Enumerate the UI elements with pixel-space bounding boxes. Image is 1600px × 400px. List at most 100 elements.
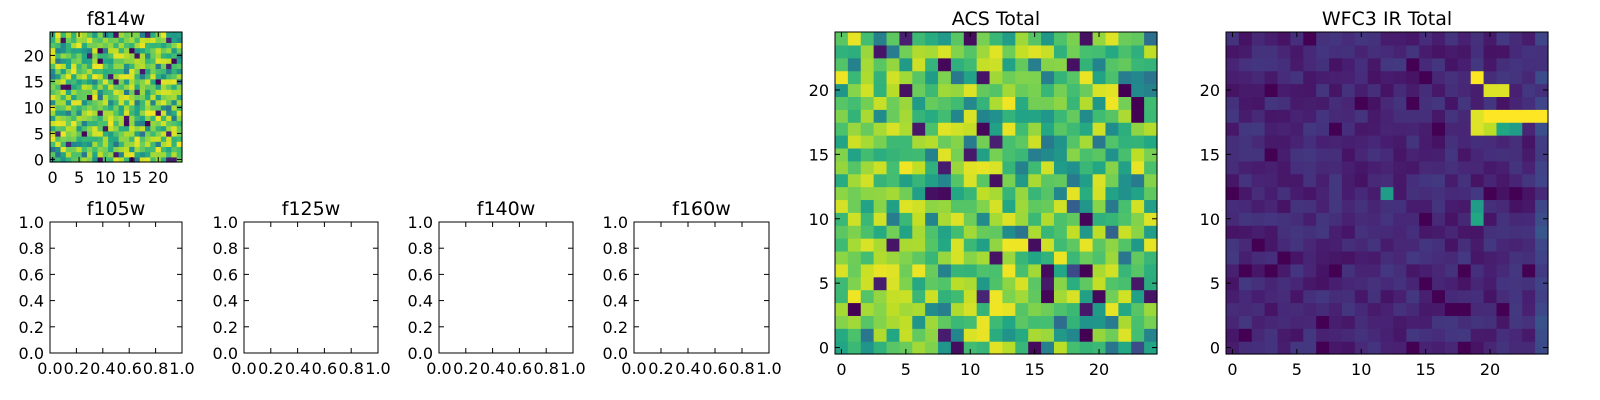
heatmap-cell	[1303, 212, 1317, 226]
heatmap-cell	[1432, 315, 1446, 329]
heatmap-cell	[950, 147, 965, 162]
heatmap-cell	[97, 146, 104, 153]
heatmap-cell	[81, 156, 88, 163]
heatmap-cell	[1144, 225, 1158, 239]
heatmap-cell	[886, 212, 900, 226]
heatmap-cell	[1367, 315, 1382, 329]
heatmap-cell	[129, 47, 136, 54]
heatmap-cell	[1290, 276, 1304, 291]
heatmap-cell	[1329, 225, 1343, 239]
heatmap-cell	[71, 146, 77, 153]
heatmap-cell	[92, 146, 99, 153]
heatmap-cell	[65, 136, 72, 142]
heatmap-cell	[123, 151, 130, 158]
heatmap-cell	[1509, 32, 1523, 46]
heatmap-cell	[1041, 315, 1055, 329]
heatmap-cell	[155, 110, 162, 116]
heatmap-cell	[1251, 315, 1266, 329]
heatmap-cell	[171, 58, 178, 64]
heatmap-cell	[847, 109, 862, 123]
heatmap-cell	[938, 225, 952, 239]
heatmap-cell	[1277, 109, 1291, 123]
heatmap-cell	[71, 99, 77, 106]
heatmap-cell	[145, 110, 151, 116]
heatmap-cell	[963, 44, 978, 59]
heatmap-cell	[847, 173, 862, 188]
heatmap-cell	[1066, 70, 1081, 85]
heatmap-cell	[1226, 147, 1240, 162]
heatmap-cell	[1066, 96, 1081, 110]
heatmap-cell	[1251, 263, 1266, 278]
heatmap-cell	[860, 122, 875, 136]
heatmap-cell	[1406, 250, 1420, 265]
heatmap-cell	[1264, 122, 1279, 136]
heatmap-cell	[123, 104, 130, 111]
y-tick-label: 0.0	[19, 344, 44, 363]
heatmap-cell	[1028, 135, 1042, 149]
heatmap-cell	[139, 94, 146, 101]
heatmap-cell	[1316, 186, 1330, 201]
heatmap-cell	[1290, 147, 1304, 162]
heatmap-cell	[1226, 186, 1240, 201]
heatmap-cell	[86, 58, 93, 64]
heatmap-cell	[963, 289, 978, 304]
heatmap-cell	[1483, 44, 1498, 59]
heatmap-cell	[1015, 315, 1029, 329]
heatmap-cell	[873, 263, 888, 278]
heatmap-cell	[1053, 109, 1068, 123]
heatmap-cell	[1226, 238, 1240, 252]
heatmap-cell	[912, 135, 926, 149]
heatmap-cell	[925, 186, 939, 201]
heatmap-cell	[1079, 57, 1094, 72]
heatmap-cell	[950, 122, 965, 136]
heatmap-cell	[1105, 186, 1119, 201]
heatmap-cell	[1015, 212, 1029, 226]
heatmap-cell	[1251, 109, 1266, 123]
heatmap-cell	[1277, 44, 1291, 59]
heatmap-cell	[1329, 70, 1343, 85]
heatmap-cell	[166, 47, 173, 54]
heatmap-cell	[1015, 341, 1029, 355]
heatmap-cell	[1419, 289, 1433, 304]
heatmap-cell	[976, 225, 991, 239]
heatmap-cell	[1509, 225, 1523, 239]
heatmap-cell	[1226, 276, 1240, 291]
heatmap-cell	[76, 68, 83, 75]
heatmap-cell	[65, 120, 72, 127]
heatmap-cell	[1380, 83, 1395, 97]
heatmap-cell	[118, 104, 125, 111]
heatmap-cell	[1470, 302, 1485, 316]
heatmap-cell	[145, 89, 151, 95]
heatmap-cell	[171, 63, 178, 69]
heatmap-cell	[150, 141, 157, 147]
heatmap-cell	[102, 110, 109, 116]
heatmap-cell	[1329, 173, 1343, 188]
heatmap-cell	[1341, 57, 1356, 72]
heatmap-cell	[847, 122, 862, 136]
heatmap-cell	[123, 156, 130, 163]
heatmap-cell	[1015, 57, 1029, 72]
heatmap-cell	[899, 199, 913, 213]
heatmap-cell	[1354, 212, 1369, 226]
heatmap-cell	[1457, 238, 1472, 252]
heatmap-cell	[950, 57, 965, 72]
heatmap-cell	[989, 186, 1004, 201]
heatmap-cell	[50, 141, 56, 147]
heatmap-cell	[1432, 238, 1446, 252]
heatmap-cell	[1354, 225, 1369, 239]
heatmap-cell	[835, 302, 849, 316]
heatmap-cell	[1496, 225, 1510, 239]
heatmap-cell	[166, 120, 173, 127]
heatmap-cell	[989, 238, 1004, 252]
heatmap-cell	[113, 94, 120, 101]
heatmap-cell	[963, 186, 978, 201]
heatmap-cell	[1144, 96, 1158, 110]
heatmap-cell	[155, 141, 162, 147]
heatmap-cell	[113, 37, 120, 43]
heatmap-cell	[1290, 160, 1304, 175]
heatmap-cell	[166, 37, 173, 43]
heatmap-cell	[1329, 96, 1343, 110]
heatmap-cell	[71, 89, 77, 95]
heatmap-cell	[1251, 238, 1266, 252]
x-tick-label: 0.8	[729, 359, 754, 378]
